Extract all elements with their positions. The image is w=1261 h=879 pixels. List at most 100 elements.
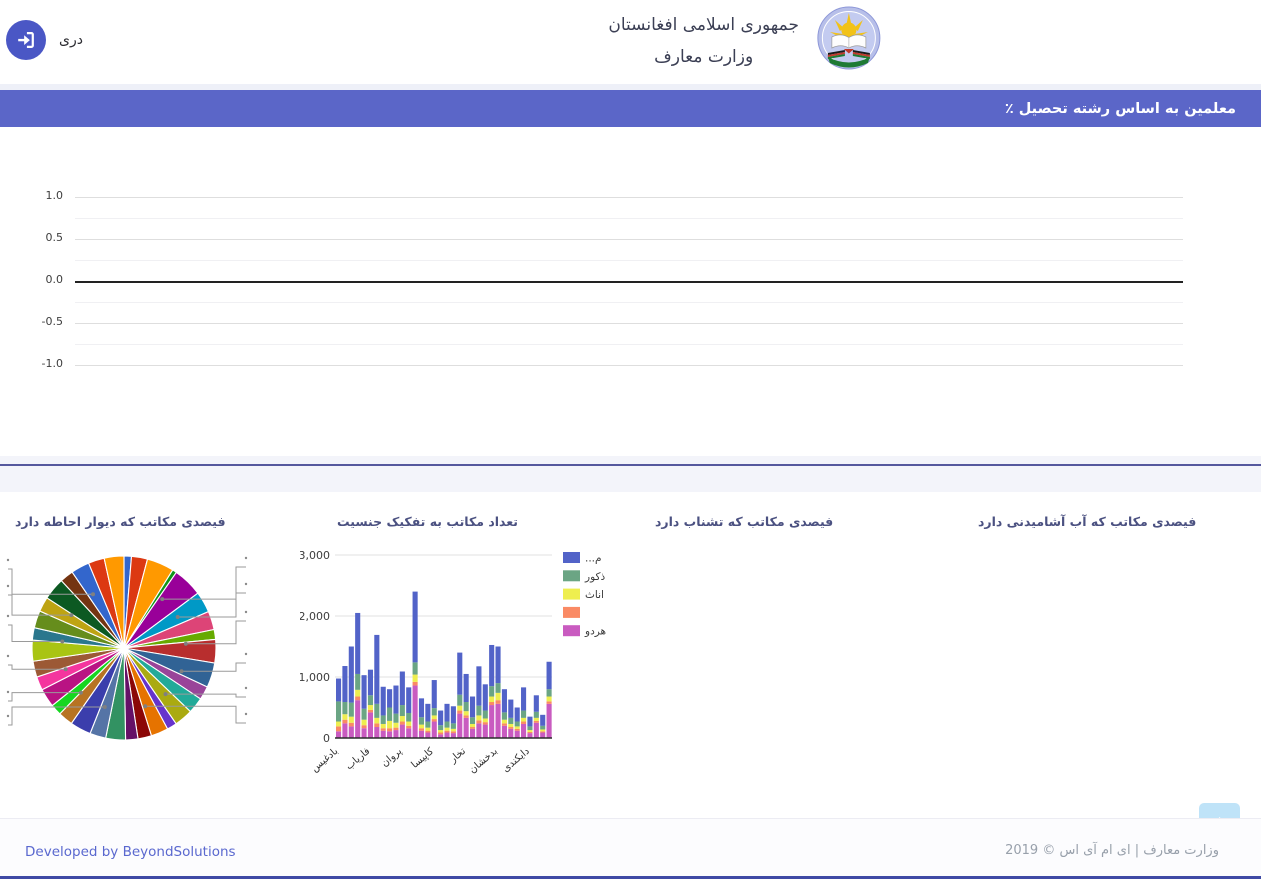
bar-segment[interactable] [438, 732, 444, 735]
bar-segment[interactable] [501, 712, 507, 720]
bar-segment[interactable] [514, 707, 520, 722]
bar-segment[interactable] [514, 721, 520, 727]
bar-segment[interactable] [533, 720, 539, 723]
bar-segment[interactable] [514, 728, 520, 731]
bar-segment[interactable] [527, 733, 533, 738]
bar-segment[interactable] [431, 680, 437, 709]
bar-segment[interactable] [469, 696, 476, 718]
bar-segment[interactable] [418, 717, 425, 725]
bar-segment[interactable] [406, 712, 412, 722]
bar-segment[interactable] [546, 661, 552, 690]
bar-segment[interactable] [361, 728, 367, 738]
bar-segment[interactable] [540, 729, 546, 732]
bar-segment[interactable] [336, 731, 342, 738]
bar-segment[interactable] [501, 689, 507, 713]
bar-segment[interactable] [540, 732, 546, 738]
legend-swatch[interactable] [563, 625, 580, 637]
bar-segment[interactable] [355, 696, 361, 701]
bar-segment[interactable] [418, 724, 425, 729]
bar-segment[interactable] [374, 727, 380, 738]
bar-segment[interactable] [380, 728, 386, 731]
bar-segment[interactable] [342, 714, 348, 720]
bar-segment[interactable] [457, 713, 463, 738]
bar-segment[interactable] [533, 695, 539, 712]
bar-segment[interactable] [495, 646, 501, 684]
bar-segment[interactable] [361, 708, 367, 720]
bar-segment[interactable] [495, 703, 501, 738]
bar-segment[interactable] [361, 675, 367, 709]
bar-segment[interactable] [476, 666, 482, 706]
bar-segment[interactable] [387, 707, 393, 721]
bar-segment[interactable] [501, 725, 507, 738]
bar-segment[interactable] [514, 726, 520, 729]
bar-segment[interactable] [399, 721, 405, 725]
bar-segment[interactable] [444, 721, 450, 728]
bar-segment[interactable] [546, 696, 552, 702]
bar-segment[interactable] [431, 715, 437, 720]
bar-segment[interactable] [444, 727, 450, 731]
bar-segment[interactable] [438, 725, 444, 731]
bar-segment[interactable] [476, 715, 482, 721]
bar-segment[interactable] [355, 612, 361, 674]
bar-segment[interactable] [521, 687, 527, 711]
bar-segment[interactable] [355, 689, 361, 697]
bar-segment[interactable] [380, 686, 386, 716]
bar-segment[interactable] [342, 666, 348, 703]
bar-segment[interactable] [546, 703, 552, 738]
bar-segment[interactable] [425, 703, 431, 722]
bar-segment[interactable] [348, 726, 354, 738]
bar-segment[interactable] [489, 705, 495, 738]
bar-segment[interactable] [521, 710, 527, 718]
bar-segment[interactable] [527, 731, 533, 734]
bar-segment[interactable] [476, 705, 482, 716]
bar-segment[interactable] [476, 723, 482, 738]
bar-segment[interactable] [399, 705, 405, 717]
bar-segment[interactable] [425, 727, 431, 731]
bar-segment[interactable] [444, 703, 450, 722]
bar-segment[interactable] [463, 715, 469, 718]
bar-segment[interactable] [348, 722, 354, 727]
bar-segment[interactable] [393, 713, 399, 723]
bar-segment[interactable] [457, 705, 463, 711]
bar-segment[interactable] [450, 733, 456, 738]
bar-segment[interactable] [444, 732, 450, 738]
bar-segment[interactable] [527, 726, 533, 731]
developer-credit-link[interactable]: Developed by BeyondSolutions [25, 844, 236, 860]
bar-segment[interactable] [444, 730, 450, 733]
bar-segment[interactable] [482, 722, 488, 725]
bar-segment[interactable] [374, 634, 380, 704]
bar-segment[interactable] [336, 721, 342, 727]
bar-segment[interactable] [482, 718, 488, 723]
bar-segment[interactable] [393, 685, 399, 714]
bar-segment[interactable] [412, 681, 418, 686]
pie-slice[interactable] [103, 555, 125, 649]
bar-segment[interactable] [540, 714, 546, 726]
bar-segment[interactable] [406, 687, 412, 713]
bar-segment[interactable] [540, 731, 546, 733]
bar-segment[interactable] [380, 715, 386, 724]
bar-segment[interactable] [489, 644, 495, 687]
bar-segment[interactable] [367, 695, 373, 706]
bar-segment[interactable] [361, 725, 367, 729]
gender-bar-chart[interactable]: 0 1,000 2,000 3,000 بادغیس فاریاب پروان کاپیسا ت… [300, 540, 630, 792]
legend-swatch[interactable] [563, 606, 580, 618]
bar-segment[interactable] [508, 727, 514, 729]
legend-swatch[interactable] [563, 588, 580, 600]
bar-segment[interactable] [495, 692, 501, 701]
bar-segment[interactable] [336, 726, 342, 732]
bar-segment[interactable] [367, 669, 373, 696]
bar-segment[interactable] [393, 727, 399, 731]
bar-segment[interactable] [412, 591, 418, 663]
bar-segment[interactable] [533, 722, 539, 738]
bar-segment[interactable] [374, 703, 380, 718]
bar-segment[interactable] [438, 710, 444, 726]
bar-segment[interactable] [476, 720, 482, 724]
bar-segment[interactable] [374, 723, 380, 728]
bar-segment[interactable] [387, 689, 393, 708]
bar-segment[interactable] [533, 711, 539, 718]
bar-segment[interactable] [336, 701, 342, 722]
bar-segment[interactable] [489, 696, 495, 703]
bar-segment[interactable] [450, 728, 456, 732]
bar-segment[interactable] [489, 702, 495, 706]
bar-segment[interactable] [438, 730, 444, 733]
